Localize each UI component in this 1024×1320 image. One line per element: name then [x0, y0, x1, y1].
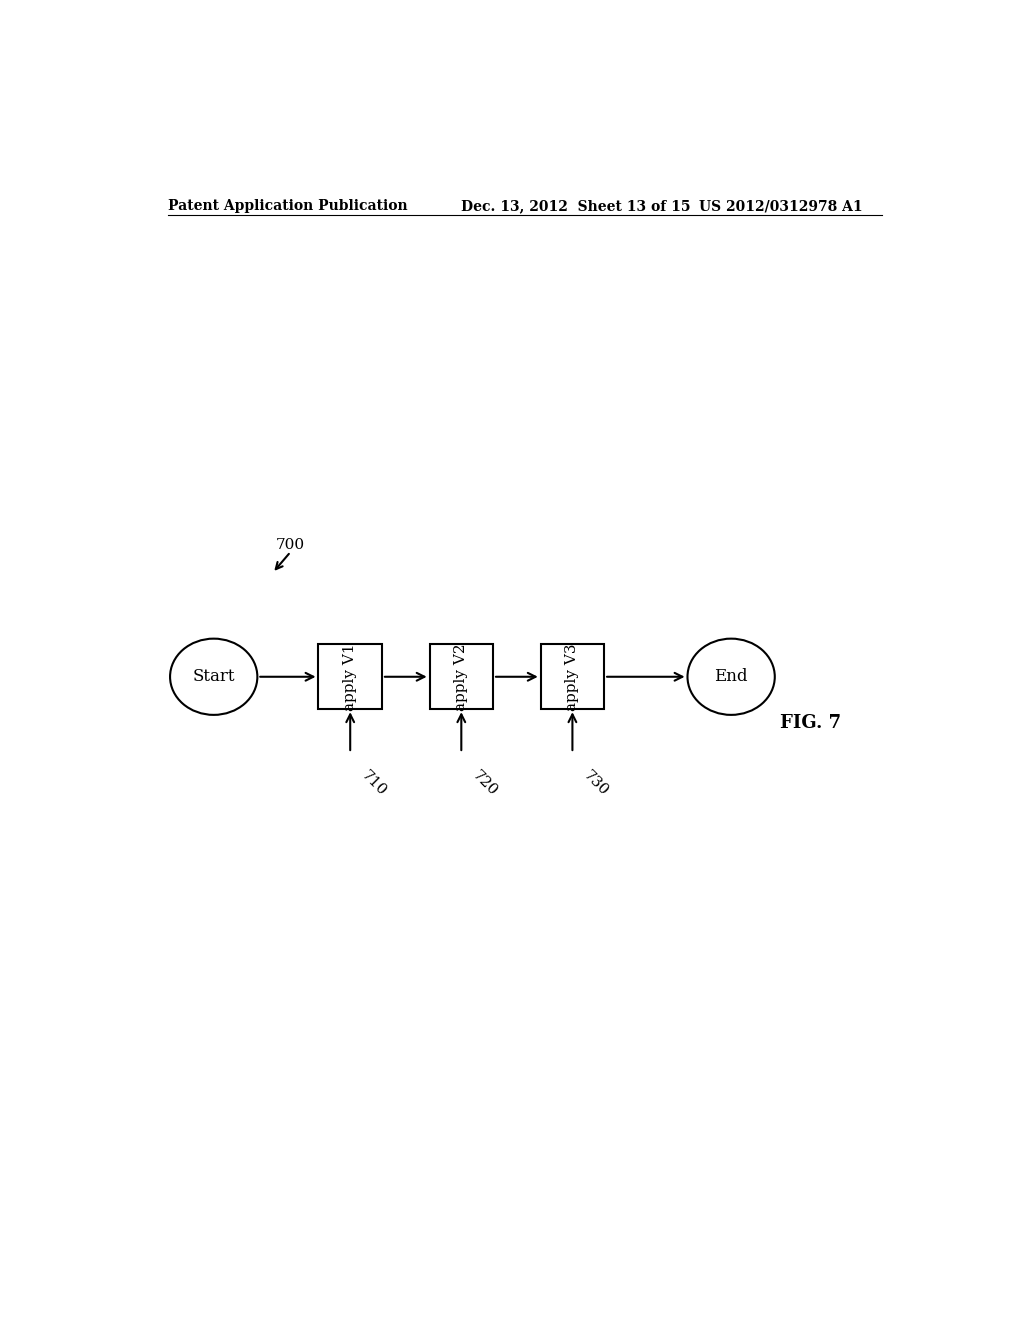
Text: Patent Application Publication: Patent Application Publication	[168, 199, 408, 213]
Text: Start: Start	[193, 668, 234, 685]
Bar	[318, 644, 382, 709]
Text: Dec. 13, 2012  Sheet 13 of 15: Dec. 13, 2012 Sheet 13 of 15	[461, 199, 691, 213]
Text: 710: 710	[358, 768, 389, 799]
Text: FIG. 7: FIG. 7	[780, 714, 841, 731]
Text: apply V3: apply V3	[565, 643, 580, 710]
Bar	[541, 644, 604, 709]
Text: 700: 700	[276, 537, 305, 552]
Text: apply V1: apply V1	[343, 643, 357, 710]
Text: 720: 720	[469, 768, 500, 799]
Text: US 2012/0312978 A1: US 2012/0312978 A1	[699, 199, 863, 213]
Text: 730: 730	[581, 768, 610, 799]
Text: apply V2: apply V2	[455, 643, 468, 710]
Text: End: End	[715, 668, 748, 685]
Bar	[430, 644, 494, 709]
